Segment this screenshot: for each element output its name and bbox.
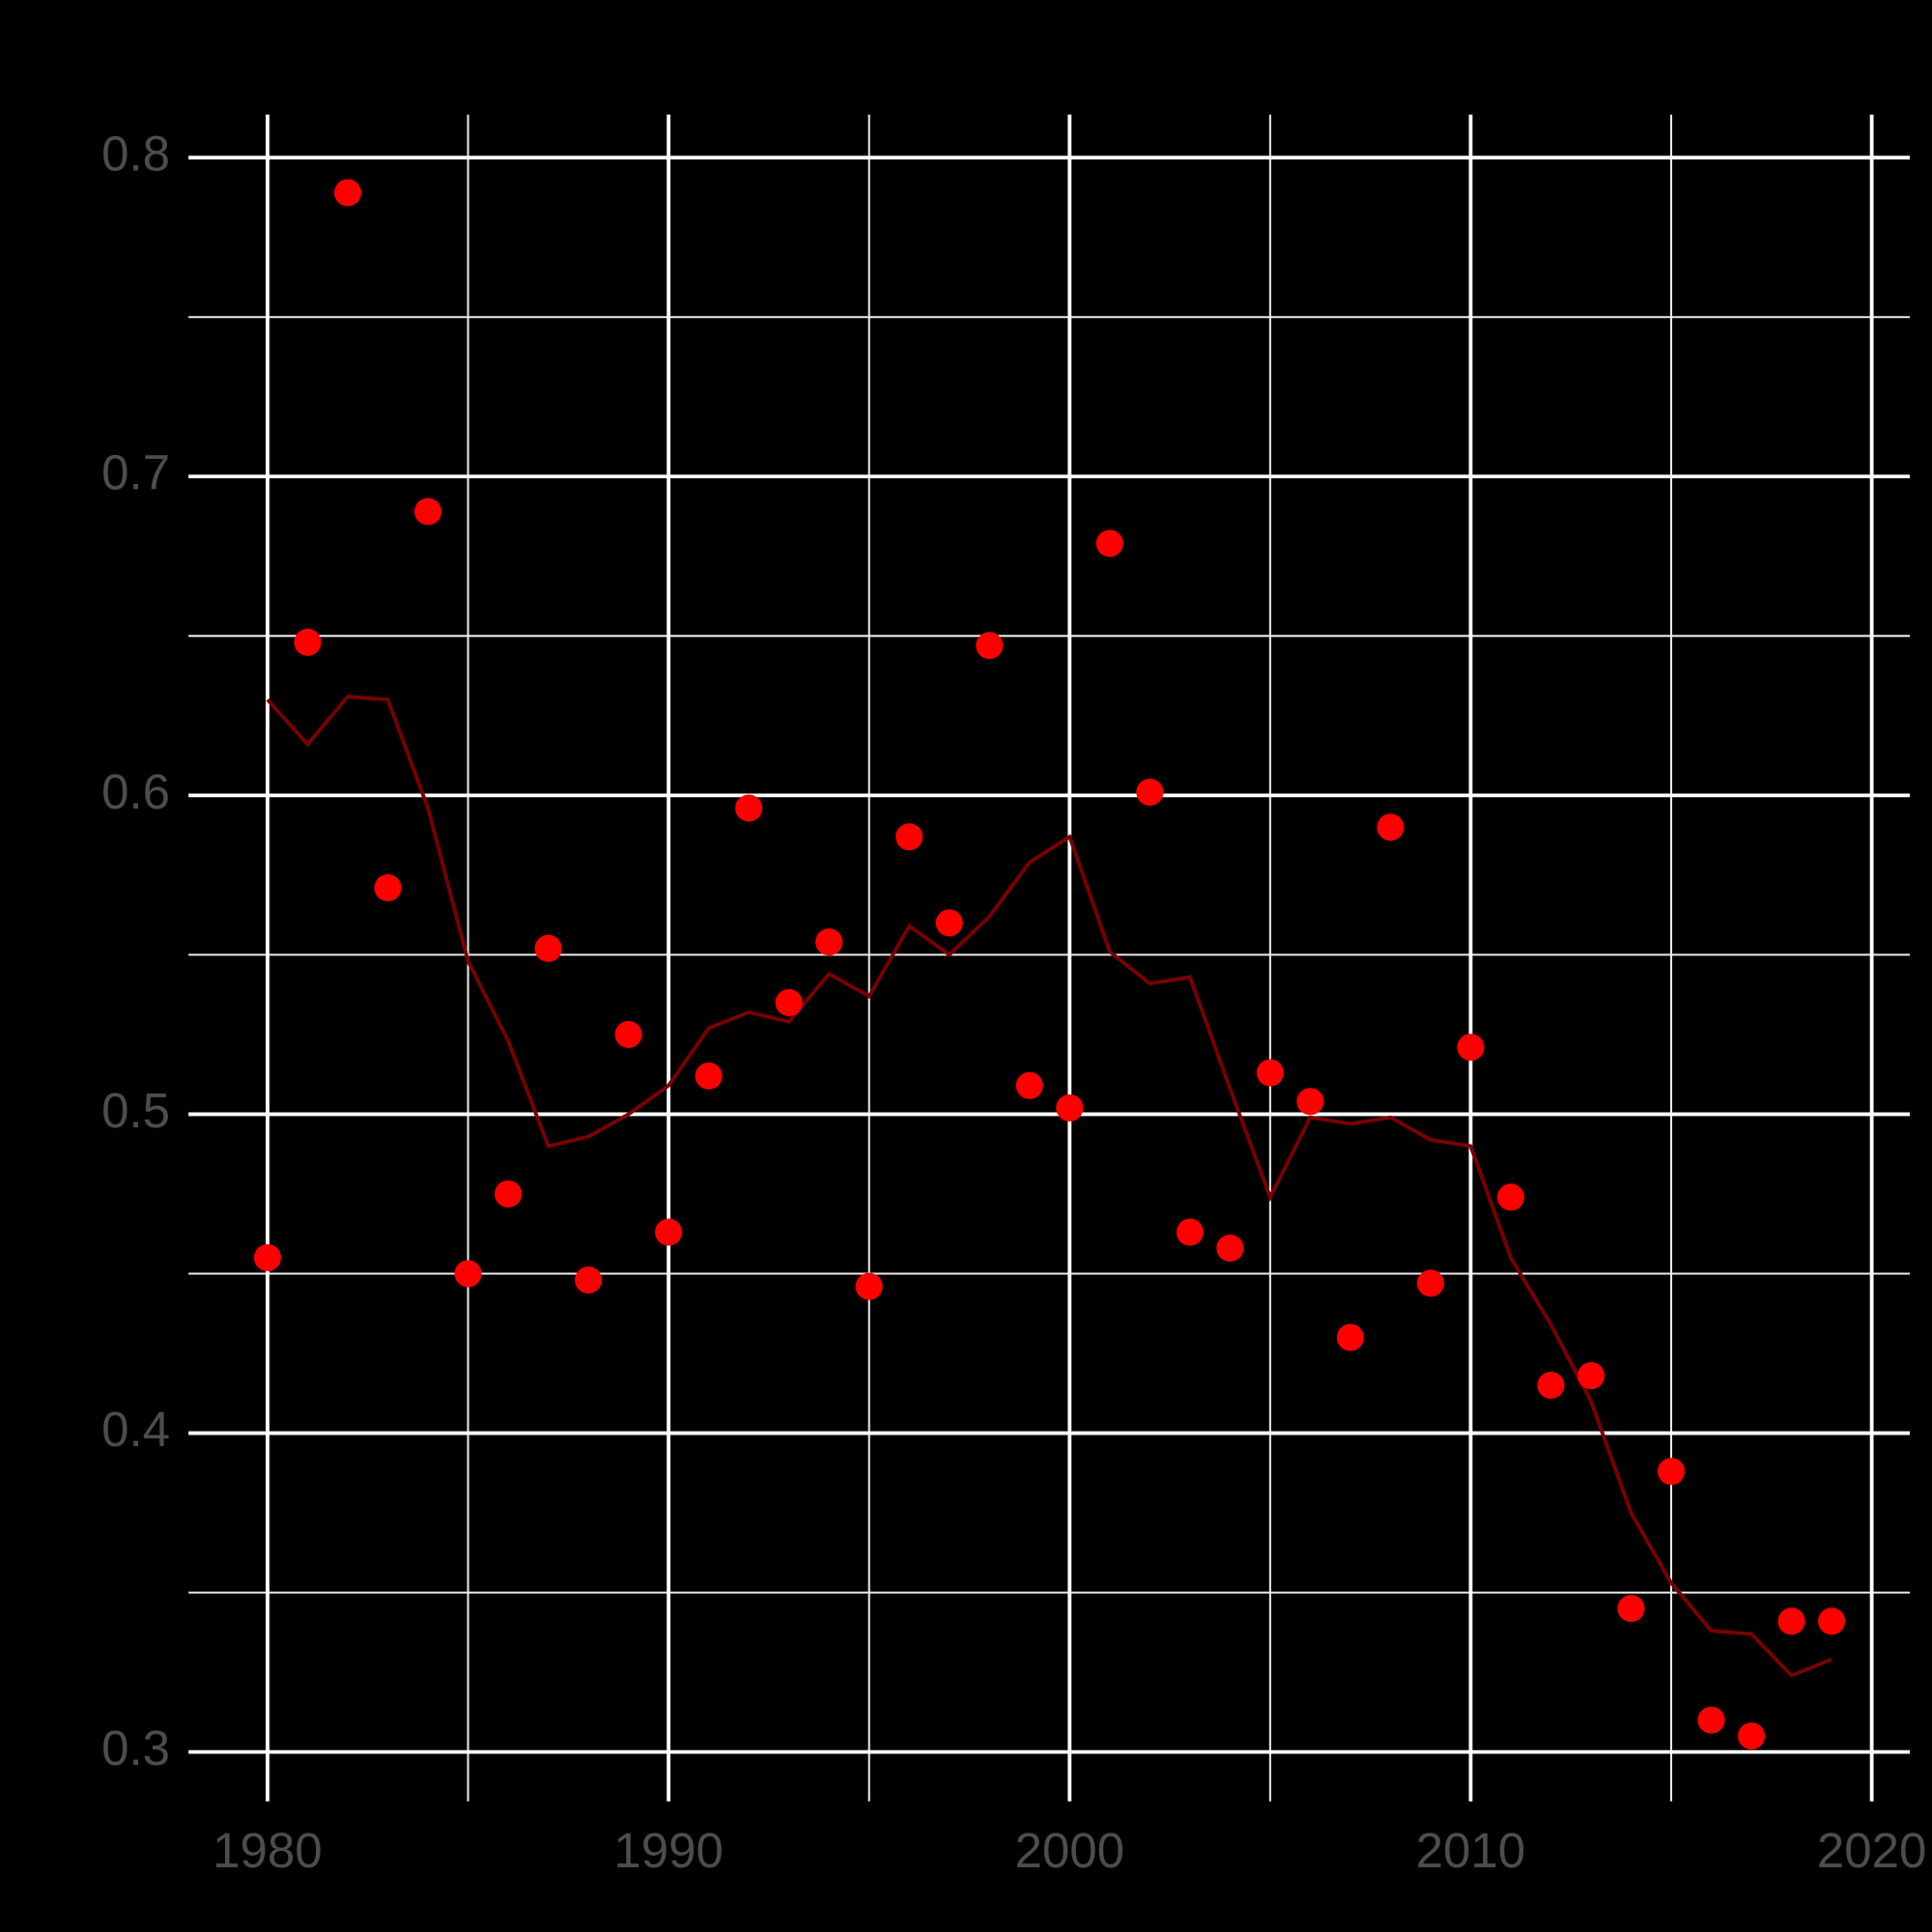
point [454,1260,482,1288]
point [1095,529,1123,557]
point [1657,1458,1686,1486]
point [413,497,442,526]
point [775,988,803,1016]
x-tick-label: 2010 [1416,1823,1526,1878]
point [1056,1094,1084,1122]
point [1537,1371,1565,1400]
point [1697,1706,1725,1734]
x-tick-label: 1990 [613,1823,723,1878]
point [1818,1607,1846,1635]
x-tick-label: 2020 [1817,1823,1927,1878]
trend-line [266,695,1833,1678]
y-tick-label: 0.7 [101,445,170,500]
point [1496,1183,1524,1211]
point [1216,1235,1244,1263]
point [575,1266,603,1294]
point [534,934,562,962]
y-tick-label: 0.6 [101,764,170,819]
point [895,823,923,851]
point [735,794,763,822]
point [1577,1362,1605,1390]
point [695,1062,723,1090]
point [374,874,402,902]
point [1256,1059,1284,1087]
y-tick-label: 0.4 [101,1402,170,1457]
point [1777,1607,1805,1635]
point [1176,1218,1204,1246]
y-tick-label: 0.5 [101,1083,170,1138]
y-tick-label: 0.8 [101,127,170,182]
x-tick-label: 2000 [1015,1823,1125,1878]
point [253,1243,281,1272]
point [1377,813,1405,841]
point [1336,1323,1364,1351]
point [495,1179,523,1208]
point [294,628,322,656]
point [1015,1071,1043,1099]
point [1457,1034,1485,1062]
point [1738,1722,1766,1750]
point [1617,1595,1645,1623]
point [1136,779,1164,807]
x-tick-label: 1980 [213,1823,323,1878]
point [935,909,963,937]
point [976,632,1004,660]
y-tick-label: 0.3 [101,1720,170,1776]
point [855,1272,883,1300]
point [655,1218,683,1246]
point [1296,1088,1324,1116]
point [1416,1269,1444,1297]
point [333,179,362,207]
point [614,1020,642,1048]
point [815,928,843,956]
